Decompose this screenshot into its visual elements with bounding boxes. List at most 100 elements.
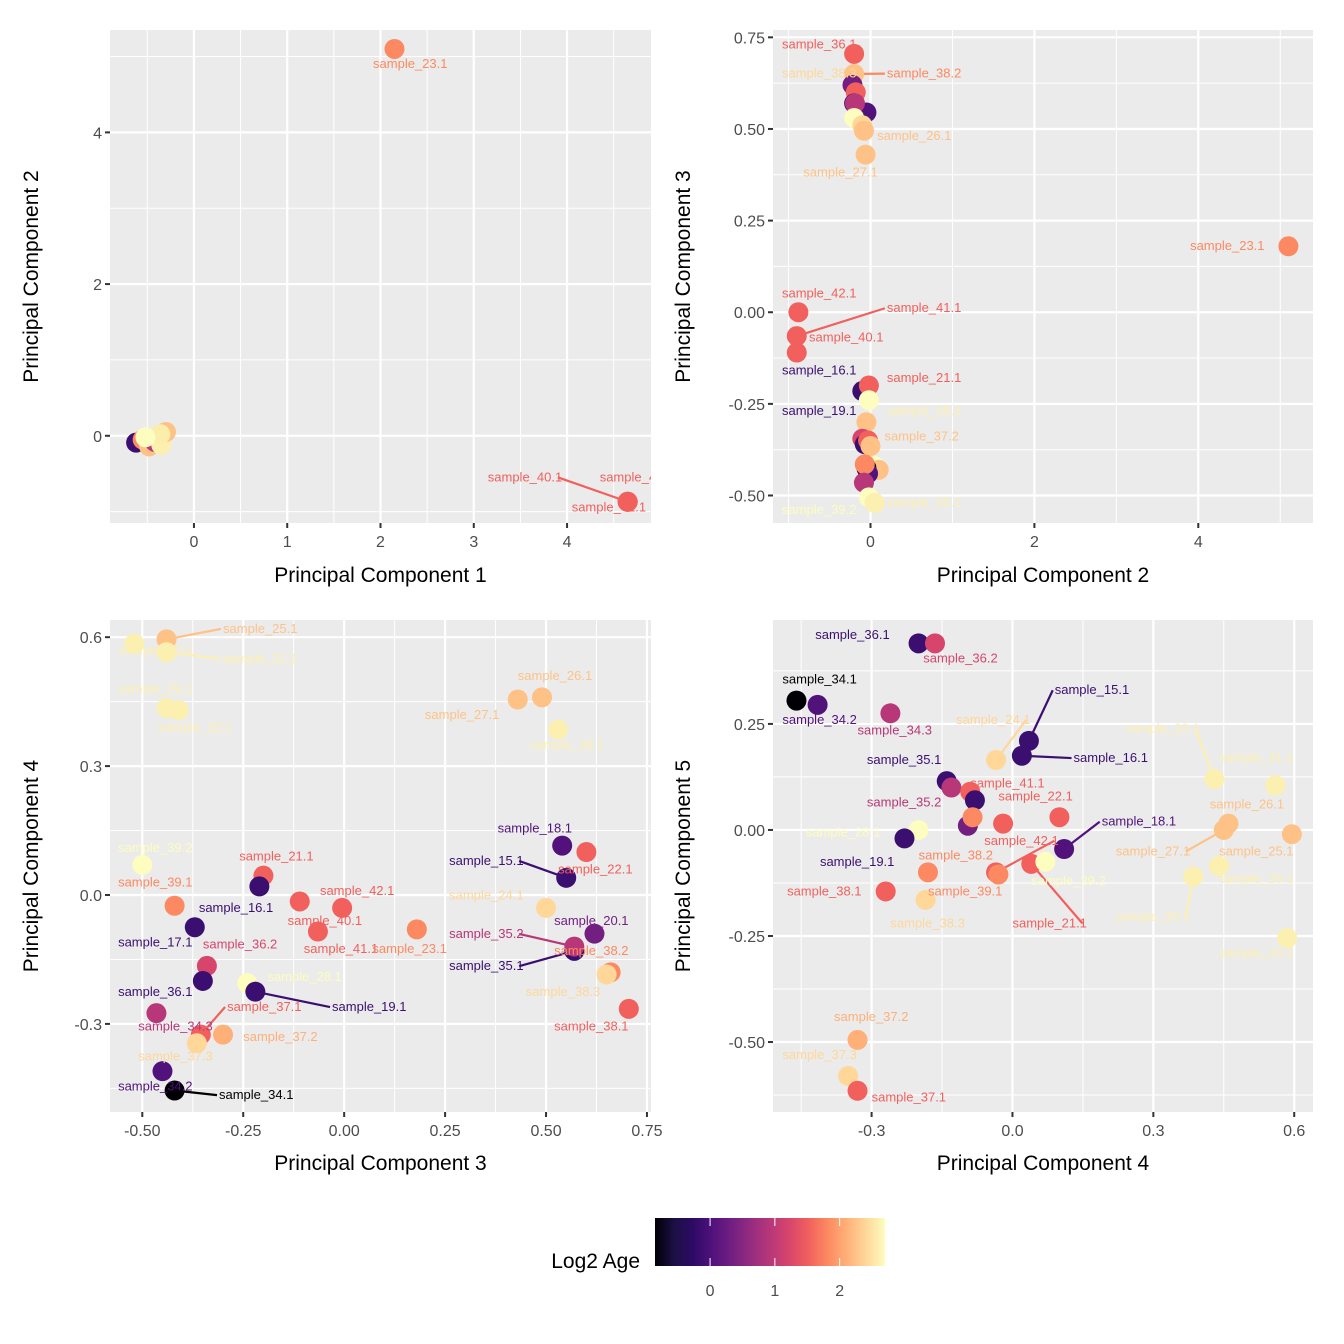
y-tick-label: 0.00 [734, 823, 765, 840]
point-label: sample_23.1 [373, 56, 447, 71]
point-sample-26-1 [853, 120, 874, 141]
point-sample-38-3 [915, 889, 936, 910]
point-sample-41-1 [307, 921, 328, 942]
point-sample-16-1 [1011, 745, 1032, 766]
point-sample-22-1 [1049, 807, 1070, 828]
point-sample-30-1 [1277, 928, 1298, 949]
x-tick-label: 0.3 [1142, 1123, 1164, 1140]
point-label: sample_24.1 [956, 712, 1030, 727]
color-legend: Log2 Age 0 1 2 [551, 1218, 885, 1300]
y-tick-label: 0.3 [80, 759, 102, 776]
point-label: sample_37.2 [243, 1029, 317, 1044]
point-label: sample_41.1 [970, 776, 1044, 791]
point-label: sample_41.1 [887, 300, 961, 315]
y-tick-label: 0.6 [80, 630, 102, 647]
point-label: sample_19.1 [782, 403, 856, 418]
point-sample-34-2 [152, 1061, 173, 1082]
point-label: sample_22.1 [558, 862, 632, 877]
point-label: sample_35.1 [449, 958, 523, 973]
point-label: sample_33.1 [530, 737, 604, 752]
point-label: sample_38.3 [526, 984, 600, 999]
point-label: sample_35.2 [867, 795, 941, 810]
point-label: sample_36.1 [782, 36, 856, 51]
panel-pc4-vs-pc5: -0.3 0.0 0.3 0.6 -0.50 -0.25 0.00 0.25 Principal… [672, 620, 1313, 1175]
point-sample-34-3 [880, 703, 901, 724]
y-tick-label: 0.0 [80, 888, 102, 905]
point-label: sample_40.1 [288, 913, 362, 928]
y-tick-label: 0.75 [734, 30, 765, 47]
point-label: sample_15.1 [449, 853, 523, 868]
label-connector [796, 307, 886, 338]
point-sample-32-1 [1204, 769, 1225, 790]
x-tick-label: 4 [563, 534, 572, 551]
point-label: sample_19.1 [820, 854, 894, 869]
point-label: sample_38.3 [890, 916, 964, 931]
x-tick-label: 0.50 [530, 1123, 561, 1140]
legend-title: Log2 Age [551, 1250, 640, 1273]
label-connector [255, 990, 331, 1009]
point-sample-27-1 [855, 144, 876, 165]
point-sample-24-1 [986, 749, 1007, 770]
point-label: sample_36.1 [815, 627, 889, 642]
point-label: sample_38.1 [787, 884, 861, 899]
point-sample-39-2 [132, 854, 153, 875]
plot-area: sample_25.1 sample_30.1 sample_31.1 sample_… [118, 621, 639, 1102]
legend-tick-label: 0 [706, 1283, 715, 1300]
y-tick-label: 4 [93, 125, 102, 142]
label-connector [1030, 863, 1084, 925]
point-label: sample_26.1 [1210, 797, 1284, 812]
point-sample-35-2 [941, 777, 962, 798]
point-label: sample_38.3 [782, 66, 856, 81]
y-tick-label: -0.25 [729, 929, 766, 946]
point-label: sample_35.1 [867, 752, 941, 767]
point-sample-19-1 [856, 412, 877, 433]
point-sample-38-3 [596, 964, 617, 985]
point-sample-40-1 [786, 326, 807, 347]
point-sample-31-1 [156, 642, 177, 663]
y-axis-title: Principal Component 5 [672, 760, 695, 972]
x-tick-label: 0.75 [631, 1123, 662, 1140]
point-sample-34-2 [807, 694, 828, 715]
point-label: sample_18.1 [498, 821, 572, 836]
point-label: sample_26.1 [518, 668, 592, 683]
point-label: sample_35.2 [449, 926, 523, 941]
point-p4-a [964, 790, 985, 811]
point-sample-27-1 [507, 689, 528, 710]
x-tick-label: 1 [283, 534, 292, 551]
point-label: sample_39.1 [928, 884, 1002, 899]
point-label: sample_30.1 [1219, 945, 1293, 960]
point-label: sample_39.2 [1031, 873, 1105, 888]
point-label: sample_38.2 [919, 848, 993, 863]
x-axis-title: Principal Component 1 [274, 564, 486, 587]
point-label: sample_36.1 [118, 984, 192, 999]
point-sample-21-1 [858, 375, 879, 396]
point-label: sample_42.1 [600, 469, 674, 484]
point-sample-36-1 [192, 970, 213, 991]
point-sample-37-3 [186, 1033, 207, 1054]
y-axis-title: Principal Component 2 [20, 170, 43, 382]
point-label: sample_33.1 [1116, 909, 1190, 924]
point-label: sample_21.1 [887, 370, 961, 385]
point-label: sample_27.1 [803, 165, 877, 180]
plot-area: sample_23.1 sample_40.1 sample_42.1 sample_… [126, 38, 674, 515]
point-label: sample_40.1 [809, 330, 883, 345]
point-p2-e [844, 93, 865, 114]
point-sample-30-1 [864, 492, 885, 513]
y-tick-label: 0.25 [734, 717, 765, 734]
panel-pc2-vs-pc3: 0 2 4 -0.50 -0.25 0.00 0.25 0.50 0.75 Principal C… [672, 30, 1313, 587]
point-label: sample_23.1 [372, 941, 446, 956]
x-axis-title: Principal Component 3 [274, 1152, 486, 1175]
point-sample-25-1 [1281, 824, 1302, 845]
x-tick-label: -0.25 [225, 1123, 262, 1140]
point-label: sample_16.1 [1074, 750, 1148, 765]
y-tick-label: -0.50 [729, 489, 766, 506]
point-label: sample_38.1 [554, 1018, 628, 1033]
legend-tick-label: 1 [770, 1283, 779, 1300]
point-label: sample_34.1 [782, 672, 856, 687]
point-sample-31-1 [1265, 775, 1286, 796]
y-tick-label: 2 [93, 277, 102, 294]
y-tick-label: 0.00 [734, 305, 765, 322]
legend-tick-label: 2 [835, 1283, 844, 1300]
point-p4-c [962, 807, 983, 828]
